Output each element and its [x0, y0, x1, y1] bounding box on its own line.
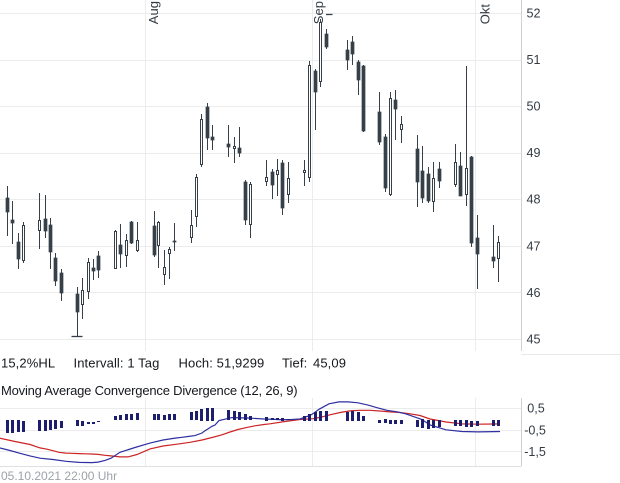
svg-text:50: 50 [527, 100, 541, 114]
svg-text:Okt: Okt [478, 4, 493, 25]
svg-text:49: 49 [527, 146, 541, 160]
svg-text:46: 46 [527, 286, 541, 300]
svg-text:-0,5: -0,5 [524, 424, 546, 438]
svg-text:0,5: 0,5 [527, 402, 545, 416]
svg-text:51: 51 [527, 53, 541, 67]
svg-text:Sep: Sep [311, 1, 326, 24]
svg-text:52: 52 [527, 6, 541, 20]
svg-text:48: 48 [527, 193, 541, 207]
svg-text:47: 47 [527, 239, 541, 253]
svg-text:45: 45 [527, 333, 541, 347]
svg-text:-1,5: -1,5 [524, 445, 546, 459]
svg-text:Tief:: Tief: [282, 356, 307, 371]
svg-text:05.10.2021 22:00 Uhr: 05.10.2021 22:00 Uhr [1, 469, 117, 483]
svg-text:Moving Average Convergence Div: Moving Average Convergence Divergence (1… [1, 383, 297, 398]
svg-text:45,09: 45,09 [313, 356, 346, 371]
svg-text:Hoch: 51,9299: Hoch: 51,9299 [179, 356, 265, 371]
svg-text:15,2%HL: 15,2%HL [1, 356, 55, 371]
svg-text:Intervall: 1 Tag: Intervall: 1 Tag [74, 356, 160, 371]
svg-text:Aug: Aug [146, 1, 161, 24]
